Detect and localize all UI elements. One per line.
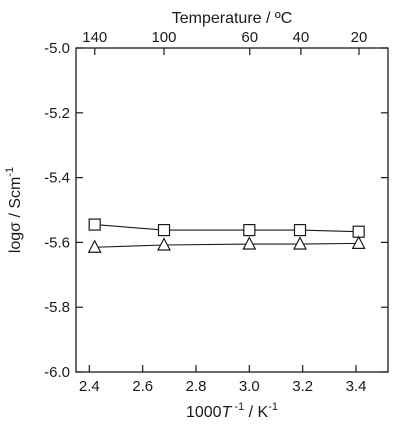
square-marker [243,223,256,237]
triangle-marker [293,236,307,250]
x-tick-label: 3.0 [239,378,260,395]
series-layer [87,218,366,253]
square-marker [157,223,171,237]
square-marker [352,225,365,238]
x-tick-label: 2.4 [79,378,100,395]
x-axis-label: 1000T -1 / K-1 [186,401,278,421]
top-tick-label: 140 [82,29,107,46]
square-series-line [94,224,359,233]
x-tick-label: 2.6 [132,378,153,395]
plot-frame [75,47,389,373]
square-marker [293,223,307,237]
top-tick-label: 100 [151,29,176,46]
top-tick-label: 20 [351,29,368,46]
triangle-marker [351,235,366,249]
top-tick-label: 60 [241,29,258,46]
y-tick-label: -5.2 [44,105,70,122]
y-tick-label: -5.4 [44,170,70,187]
y-tick-label: -5.0 [44,40,70,57]
x-axis: 2.4 2.6 2.8 3.0 3.2 3.4 [79,365,367,395]
x-tick-label: 3.2 [292,378,313,395]
y-tick-label: -5.6 [44,234,70,251]
y-axis: -6.0 -5.8 -5.6 -5.4 -5.2 -5.0 [44,40,388,381]
x-tick-label: 2.8 [186,378,207,395]
y-tick-label: -5.8 [44,299,70,316]
top-axis-label: Temperature / ºC [172,10,293,27]
square-marker [88,218,101,231]
y-tick-label: -6.0 [44,364,70,381]
triangle-series-line [94,242,359,248]
y-axis-label: logσ / Scm-1 [4,167,24,253]
x-tick-label: 3.4 [346,378,367,395]
triangle-marker [242,236,257,250]
top-tick-label: 40 [293,29,310,46]
triangle-marker [87,239,102,253]
top-temperature-axis: 140 100 60 40 20 [82,29,367,55]
triangle-marker [157,237,171,251]
